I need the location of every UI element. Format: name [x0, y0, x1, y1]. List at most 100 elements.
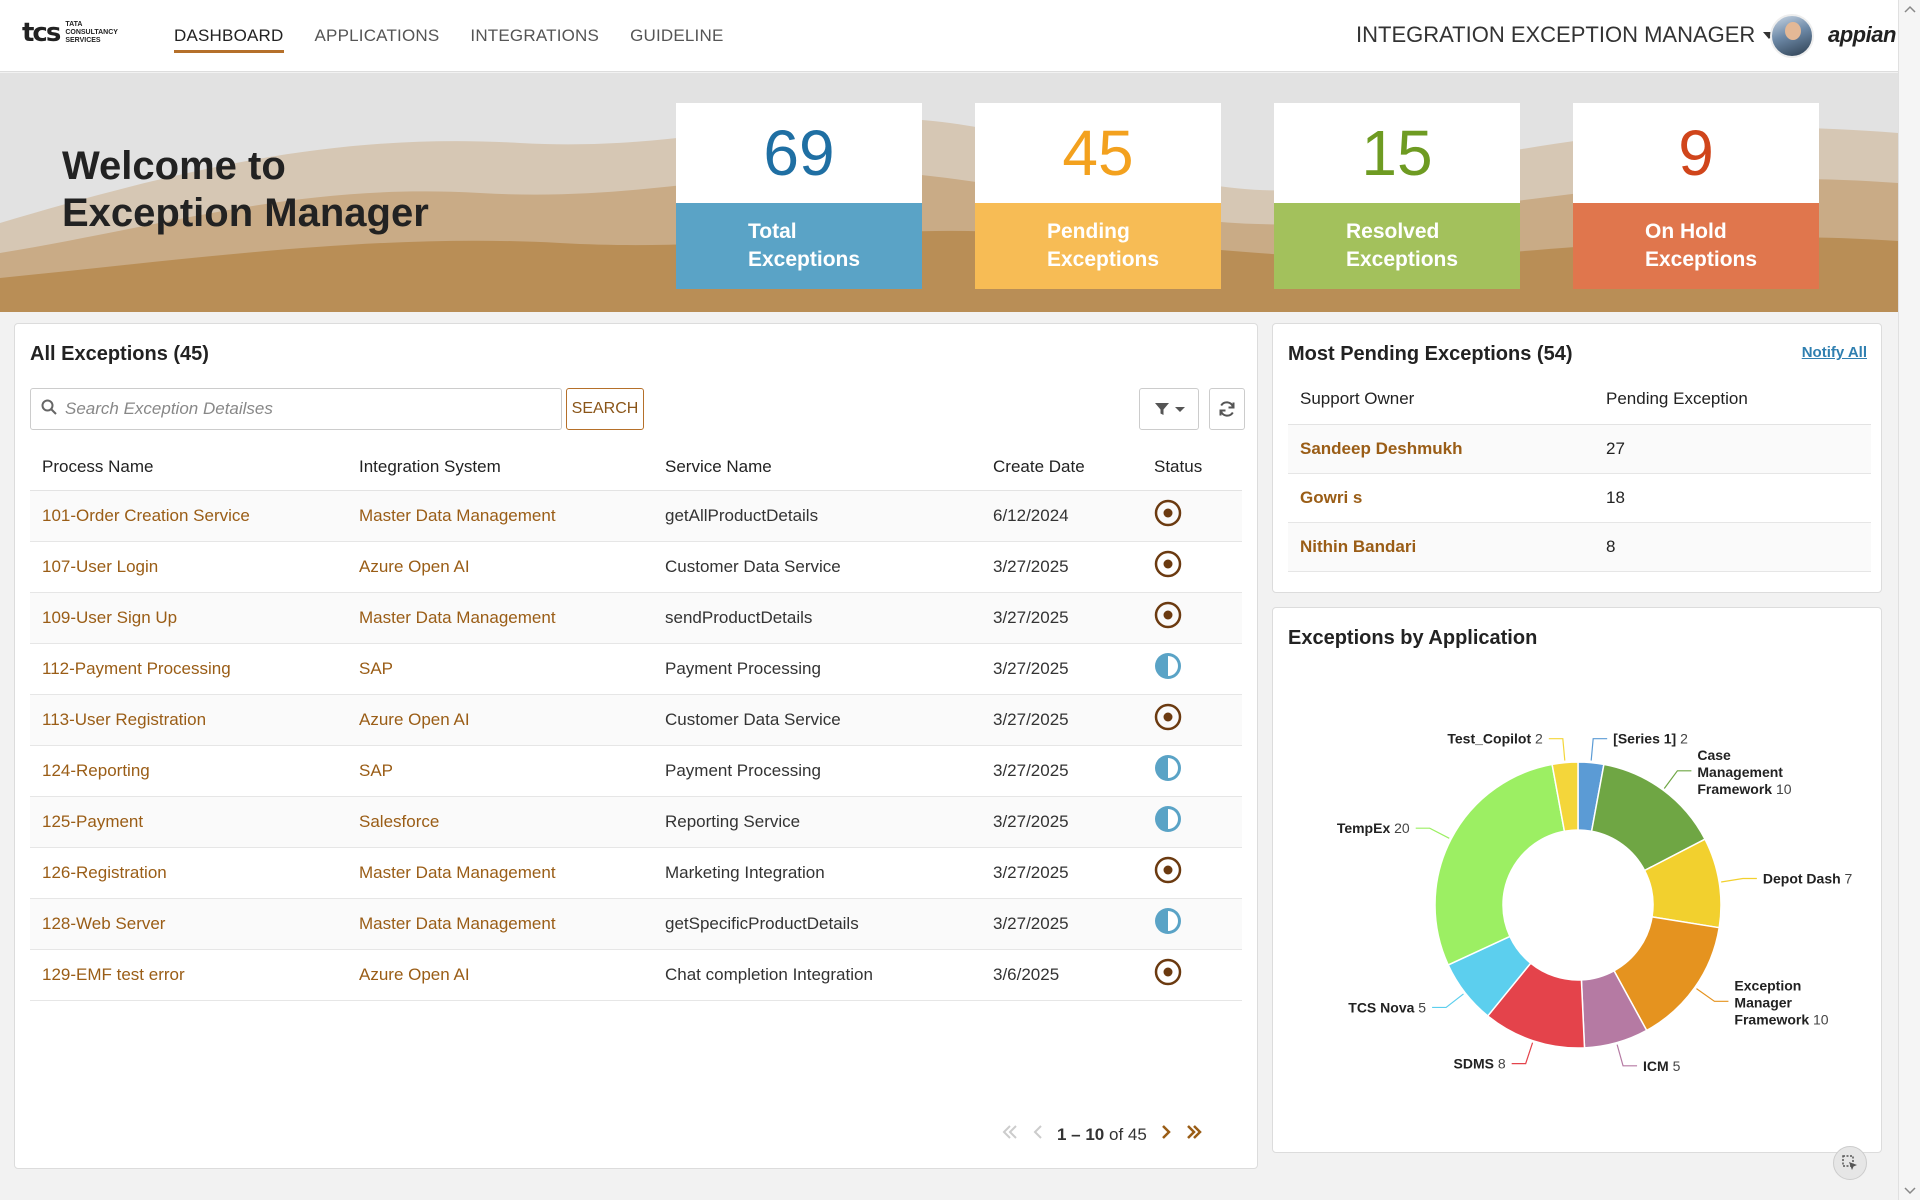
pie-slice-test-copilot[interactable] [1551, 761, 1579, 833]
nav-integrations[interactable]: INTEGRATIONS [470, 26, 600, 45]
exceptions-table: Process Name Integration System Service … [30, 444, 1242, 1001]
integration-system-link[interactable]: Azure Open AI [359, 709, 470, 729]
status-pending-icon [1154, 856, 1182, 884]
page-scrollbar[interactable] [1898, 0, 1920, 1200]
table-header-row: Support Owner Pending Exception [1288, 374, 1871, 425]
first-page-icon[interactable] [1001, 1124, 1019, 1145]
kpi-total-exceptions[interactable]: 69 Total Exceptions [676, 103, 922, 289]
integration-system-link[interactable]: Azure Open AI [359, 556, 470, 576]
chevron-down-icon [1174, 406, 1185, 412]
pie-leader-line [1548, 738, 1566, 761]
kpi-value: 15 [1274, 103, 1520, 203]
process-name-link[interactable]: 101-Order Creation Service [42, 505, 250, 525]
pause-icon [1574, 104, 1629, 267]
nav-guideline[interactable]: GUIDELINE [630, 26, 724, 45]
col-service-name[interactable]: Service Name [653, 444, 981, 491]
service-name: Chat completion Integration [653, 949, 981, 1001]
kpi-on-hold-exceptions[interactable]: 9 On Hold Exceptions [1573, 103, 1819, 289]
table-row: 113-User Registration Azure Open AI Custom… [30, 694, 1242, 746]
process-name-link[interactable]: 112-Payment Processing [42, 658, 231, 678]
refresh-button[interactable] [1209, 388, 1245, 430]
status-pending-icon [1154, 601, 1182, 629]
table-row: 109-User Sign Up Master Data Management se… [30, 592, 1242, 644]
donut-chart: [Series 1] 2 Case Management Framework 10 De… [1337, 731, 1853, 1074]
process-name-link[interactable]: 128-Web Server [42, 913, 166, 933]
table-row: 129-EMF test error Azure Open AI Chat comp… [30, 949, 1242, 1001]
status-in-progress-icon [1154, 805, 1182, 833]
service-name: Marketing Integration [653, 847, 981, 899]
create-date: 3/27/2025 [981, 898, 1142, 950]
table-row: 107-User Login Azure Open AI Customer Data… [30, 541, 1242, 593]
app-switcher[interactable]: INTEGRATION EXCEPTION MANAGER [1356, 22, 1776, 48]
process-name-link[interactable]: 125-Payment [42, 811, 144, 831]
integration-system-link[interactable]: SAP [359, 760, 394, 780]
hero-banner: Welcome to Exception Manager 69 Total Exc… [0, 73, 1898, 312]
kpi-resolved-exceptions[interactable]: 15 Resolved Exceptions [1274, 103, 1520, 289]
col-status[interactable]: Status [1142, 444, 1242, 491]
tcs-logo[interactable]: tcs TATA CONSULTANCY SERVICES [22, 18, 129, 48]
process-name-link[interactable]: 107-User Login [42, 556, 159, 576]
integration-system-link[interactable]: Master Data Management [359, 505, 556, 525]
pending-count: 27 [1594, 424, 1871, 474]
service-name: Customer Data Service [653, 694, 981, 746]
notify-all-link[interactable]: Notify All [1801, 344, 1867, 361]
col-process-name[interactable]: Process Name [30, 444, 347, 491]
filter-button[interactable] [1139, 388, 1199, 430]
process-name-link[interactable]: 129-EMF test error [42, 964, 185, 984]
integration-system-link[interactable]: Azure Open AI [359, 964, 470, 984]
all-exceptions-title: All Exceptions (45) [30, 343, 209, 365]
kpi-label: Resolved Exceptions [1346, 220, 1459, 271]
clock-icon [976, 104, 1031, 267]
pie-label: SDMS 8 [1454, 1056, 1506, 1072]
status-pending-icon [1154, 550, 1182, 578]
refresh-icon [1219, 401, 1235, 417]
service-name: sendProductDetails [653, 592, 981, 644]
col-integration-system[interactable]: Integration System [347, 444, 653, 491]
service-name: Payment Processing [653, 745, 981, 797]
integration-system-link[interactable]: Master Data Management [359, 862, 556, 882]
status-in-progress-icon [1154, 754, 1182, 782]
pie-slice-tempex[interactable] [1434, 763, 1566, 966]
support-owner-link[interactable]: Sandeep Deshmukh [1300, 438, 1463, 458]
table-row: Gowri s 18 [1288, 473, 1871, 523]
kpi-value: 45 [975, 103, 1221, 203]
process-name-link[interactable]: 109-User Sign Up [42, 607, 178, 627]
process-name-link[interactable]: 124-Reporting [42, 760, 150, 780]
col-create-date[interactable]: Create Date [981, 444, 1142, 491]
support-owner-link[interactable]: Gowri s [1300, 487, 1363, 507]
integration-system-link[interactable]: SAP [359, 658, 394, 678]
pie-label: TempEx 20 [1337, 820, 1410, 836]
create-date: 3/27/2025 [981, 796, 1142, 848]
search-button[interactable]: SEARCH [566, 388, 644, 430]
support-owner-link[interactable]: Nithin Bandari [1300, 536, 1417, 556]
integration-system-link[interactable]: Master Data Management [359, 913, 556, 933]
create-date: 3/27/2025 [981, 847, 1142, 899]
pie-leader-line [1590, 738, 1608, 761]
integration-system-link[interactable]: Master Data Management [359, 607, 556, 627]
avatar[interactable] [1770, 14, 1814, 58]
pie-leader-line [1663, 770, 1692, 789]
status-in-progress-icon [1154, 907, 1182, 935]
nav-applications[interactable]: APPLICATIONS [314, 26, 440, 45]
nav-dashboard[interactable]: DASHBOARD [174, 0, 284, 72]
most-pending-panel: Most Pending Exceptions (54) Notify All … [1272, 323, 1882, 593]
all-exceptions-panel: All Exceptions (45) SEARCH Process Name … [14, 323, 1258, 1169]
last-page-icon[interactable] [1185, 1124, 1203, 1145]
list-icon [678, 105, 732, 267]
table-row: 101-Order Creation Service Master Data Ma… [30, 490, 1242, 542]
search-input[interactable] [65, 399, 545, 419]
prev-page-icon[interactable] [1033, 1124, 1043, 1145]
cursor-tool-button[interactable] [1833, 1146, 1867, 1180]
kpi-label: On Hold Exceptions [1645, 220, 1758, 271]
kpi-pending-exceptions[interactable]: 45 Pending Exceptions [975, 103, 1221, 289]
create-date: 3/27/2025 [981, 694, 1142, 746]
process-name-link[interactable]: 126-Registration [42, 862, 167, 882]
next-page-icon[interactable] [1161, 1124, 1171, 1145]
integration-system-link[interactable]: Salesforce [359, 811, 440, 831]
process-name-link[interactable]: 113-User Registration [42, 709, 207, 729]
service-name: getAllProductDetails [653, 490, 981, 542]
status-in-progress-icon [1154, 652, 1182, 680]
chevron-down-icon [1763, 31, 1776, 39]
pie-label: Depot Dash 7 [1763, 871, 1853, 887]
table-row: 128-Web Server Master Data Management getS… [30, 898, 1242, 950]
